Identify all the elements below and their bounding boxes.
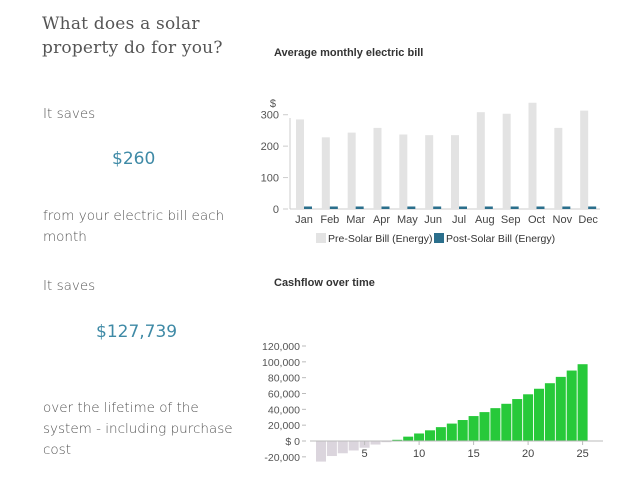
cashflow-y-tick-label: 60,000 bbox=[268, 389, 300, 401]
monthly-x-tick-label: Feb bbox=[320, 214, 339, 226]
cashflow-y-tick-label: 80,000 bbox=[268, 373, 300, 385]
post-solar-bar bbox=[304, 206, 312, 209]
monthly-x-tick-label: Mar bbox=[346, 214, 365, 226]
cashflow-x-tick-label: 25 bbox=[576, 448, 588, 460]
cashflow-bar bbox=[468, 416, 479, 441]
cashflow-bar bbox=[577, 364, 588, 441]
cashflow-bar bbox=[512, 399, 523, 441]
cashflow-bar bbox=[534, 388, 544, 441]
cashflow-bar bbox=[403, 436, 414, 441]
cashflow-bar bbox=[425, 430, 435, 441]
cashflow-y-tick-label: $ 0 bbox=[285, 436, 300, 448]
pre-solar-bar bbox=[451, 135, 459, 209]
lifetime-savings-value: $127,739 bbox=[96, 322, 178, 342]
monthly-x-tick-label: Sep bbox=[501, 214, 521, 226]
pre-solar-bar bbox=[425, 135, 434, 209]
legend-post-solar-swatch bbox=[434, 233, 444, 243]
cashflow-bar bbox=[348, 441, 359, 451]
monthly-y-tick-label: 300 bbox=[261, 110, 279, 122]
legend-post-solar-label: Post-Solar Bill (Energy) bbox=[446, 233, 555, 245]
cashflow-bar bbox=[479, 412, 490, 441]
monthly-y-tick-label: 100 bbox=[261, 173, 279, 185]
monthly-x-tick-label: Oct bbox=[528, 214, 545, 226]
pre-solar-bar bbox=[476, 112, 485, 209]
pre-solar-bar bbox=[528, 102, 537, 209]
cashflow-y-tick-label: 100,000 bbox=[262, 357, 300, 369]
cashflow-bar bbox=[544, 383, 555, 441]
pre-solar-bar bbox=[399, 134, 408, 209]
legend-pre-solar-swatch bbox=[316, 233, 326, 243]
monthly-x-tick-label: Dec bbox=[578, 214, 598, 226]
cashflow-bar bbox=[555, 376, 566, 441]
cashflow-chart-title: Cashflow over time bbox=[274, 277, 375, 289]
cashflow-bar bbox=[435, 427, 446, 441]
lifetime-caption: over the lifetime of the system - includ… bbox=[43, 400, 233, 458]
cashflow-y-tick-label: 20,000 bbox=[268, 420, 300, 432]
cashflow-bar bbox=[337, 441, 348, 454]
cashflow-y-tick-label: 120,000 bbox=[262, 341, 300, 353]
monthly-savings-value: $260 bbox=[112, 149, 156, 169]
monthly-x-tick-label: May bbox=[397, 214, 418, 226]
post-solar-bar bbox=[407, 206, 416, 209]
monthly-x-tick-label: Jan bbox=[295, 214, 313, 226]
cashflow-bar bbox=[446, 423, 457, 441]
pre-solar-bar bbox=[580, 110, 589, 209]
cashflow-bar bbox=[381, 441, 392, 443]
cashflow-bar bbox=[490, 408, 501, 441]
monthly-x-tick-label: Aug bbox=[475, 214, 495, 226]
post-solar-bar bbox=[562, 206, 571, 209]
pre-solar-bar bbox=[347, 132, 356, 209]
post-solar-bar bbox=[536, 206, 545, 209]
cashflow-bar bbox=[316, 441, 326, 462]
monthly-intro: It saves bbox=[43, 106, 96, 122]
pre-solar-bar bbox=[373, 127, 382, 209]
cashflow-x-tick-label: 10 bbox=[413, 448, 425, 460]
cashflow-bar bbox=[370, 441, 381, 445]
pre-solar-bar bbox=[554, 127, 563, 209]
cashflow-x-tick-label: 20 bbox=[522, 448, 534, 460]
pre-solar-bar bbox=[296, 119, 304, 209]
post-solar-bar bbox=[355, 206, 364, 209]
cashflow-bar bbox=[457, 420, 468, 441]
pre-solar-bar bbox=[321, 137, 330, 209]
monthly-y-tick-label: 200 bbox=[261, 141, 279, 153]
cashflow-y-tick-label: 40,000 bbox=[268, 404, 300, 416]
cashflow-bar bbox=[523, 394, 534, 441]
page-heading: What does a solar property do for you? bbox=[42, 14, 223, 58]
monthly-bill-chart-title: Average monthly electric bill bbox=[274, 47, 424, 59]
cashflow-y-tick-label: -20,000 bbox=[264, 452, 300, 464]
post-solar-bar bbox=[484, 206, 493, 209]
monthly-y-unit: $ bbox=[270, 98, 276, 110]
monthly-x-tick-label: Jul bbox=[452, 214, 466, 226]
post-solar-bar bbox=[510, 206, 519, 209]
cashflow-x-tick-label: 15 bbox=[467, 448, 479, 460]
post-solar-bar bbox=[381, 206, 390, 209]
post-solar-bar bbox=[459, 206, 467, 209]
post-solar-bar bbox=[329, 206, 338, 209]
post-solar-bar bbox=[433, 206, 442, 209]
monthly-x-tick-label: Jun bbox=[424, 214, 442, 226]
lifetime-intro: It saves bbox=[43, 278, 96, 294]
cashflow-bar bbox=[326, 441, 337, 457]
monthly-x-tick-label: Nov bbox=[553, 214, 573, 226]
post-solar-bar bbox=[588, 206, 597, 209]
cashflow-bar bbox=[392, 439, 403, 441]
cashflow-bar bbox=[566, 370, 577, 441]
legend-pre-solar-label: Pre-Solar Bill (Energy) bbox=[328, 233, 432, 245]
monthly-caption: from your electric bill each month bbox=[43, 208, 225, 245]
monthly-x-tick-label: Apr bbox=[373, 214, 390, 226]
monthly-y-tick-label: 0 bbox=[273, 204, 279, 216]
cashflow-x-tick-label: 5 bbox=[362, 448, 368, 460]
cashflow-bar bbox=[414, 433, 425, 441]
cashflow-bar bbox=[501, 403, 512, 441]
pre-solar-bar bbox=[502, 113, 511, 209]
